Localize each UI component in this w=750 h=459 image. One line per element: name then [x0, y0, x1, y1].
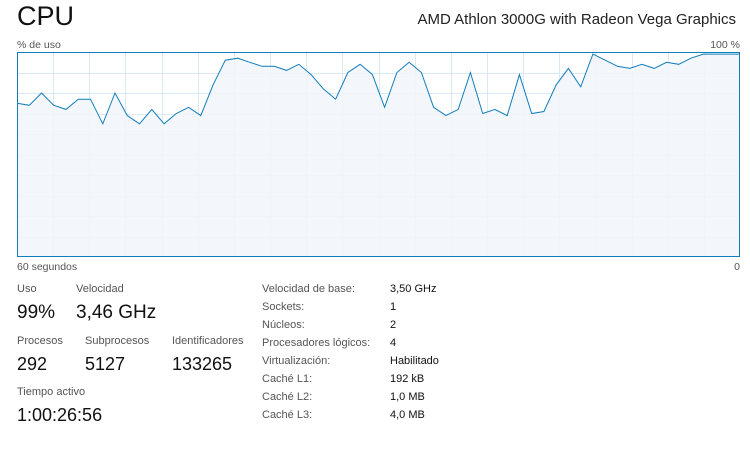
speed-value: 3,46 GHz — [76, 302, 157, 323]
spec-row-l2-cache: Caché L2: 1,0 MB — [262, 391, 562, 409]
graph-y-max-label: 100 % — [710, 39, 740, 51]
handles-label: Identificadores — [172, 335, 244, 347]
graph-x-left-label: 60 segundos — [17, 261, 78, 273]
spec-value: 1,0 MB — [390, 391, 425, 403]
spec-row-cores: Núcleos: 2 — [262, 319, 562, 337]
cpu-usage-chart-svg — [16, 52, 740, 257]
spec-value: 4,0 MB — [390, 409, 425, 421]
spec-value: 1 — [390, 301, 397, 313]
uptime-value: 1:00:26:56 — [17, 405, 103, 425]
handles-value: 133265 — [172, 354, 233, 374]
spec-value: 192 kB — [390, 373, 425, 385]
spec-value: 4 — [390, 337, 397, 349]
spec-label: Caché L3: — [262, 409, 313, 421]
usage-line — [16, 53, 740, 126]
processor-name: AMD Athlon 3000G with Radeon Vega Graphi… — [417, 11, 736, 28]
spec-row-virtualization: Virtualización: Habilitado — [262, 355, 562, 373]
spec-label: Sockets: — [262, 301, 305, 313]
usage-area-fill — [17, 54, 740, 257]
threads-value: 5127 — [85, 354, 126, 374]
spec-label: Núcleos: — [262, 319, 305, 331]
processes-value: 292 — [17, 354, 48, 374]
spec-value: Habilitado — [390, 355, 439, 367]
spec-row-base-speed: Velocidad de base: 3,50 GHz — [262, 283, 562, 301]
graph-border — [17, 52, 740, 257]
processes-label: Procesos — [17, 335, 63, 347]
spec-row-logical-processors: Procesadores lógicos: 4 — [262, 337, 562, 355]
spec-value: 3,50 GHz — [390, 283, 437, 295]
spec-label: Caché L1: — [262, 373, 313, 385]
cpu-usage-graph — [16, 52, 740, 257]
spec-value: 2 — [390, 319, 397, 331]
threads-label: Subprocesos — [85, 335, 150, 347]
spec-label: Caché L2: — [262, 391, 313, 403]
graph-x-right-label: 0 — [734, 261, 740, 273]
usage-value: 99% — [17, 302, 56, 323]
usage-label: Uso — [17, 283, 37, 295]
spec-row-sockets: Sockets: 1 — [262, 301, 562, 319]
spec-label: Velocidad de base: — [262, 283, 355, 295]
graph-y-label: % de uso — [17, 39, 61, 51]
spec-label: Procesadores lógicos: — [262, 337, 371, 349]
spec-row-l3-cache: Caché L3: 4,0 MB — [262, 409, 562, 427]
uptime-label: Tiempo activo — [17, 386, 86, 398]
speed-label: Velocidad — [76, 283, 124, 295]
spec-label: Virtualización: — [262, 355, 331, 367]
spec-row-l1-cache: Caché L1: 192 kB — [262, 373, 562, 391]
page-title: CPU — [17, 1, 75, 31]
